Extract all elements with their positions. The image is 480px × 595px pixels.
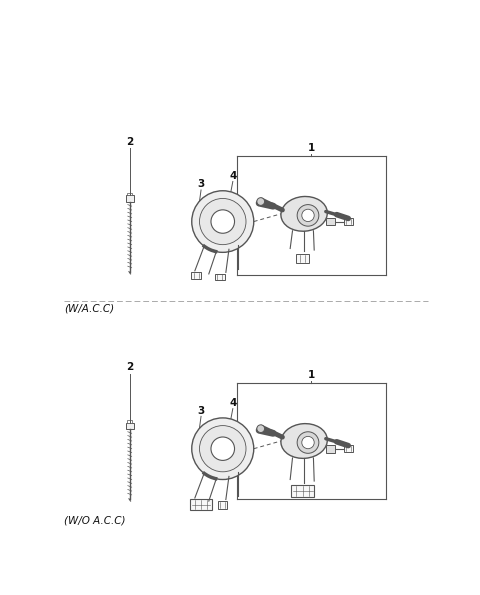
Text: (W/A.C.C): (W/A.C.C) (64, 303, 114, 313)
Text: 2: 2 (126, 137, 133, 147)
Ellipse shape (281, 196, 327, 231)
Bar (326, 445, 335, 453)
Bar (296, 254, 309, 263)
Bar (127, 420, 132, 422)
Bar (344, 218, 353, 225)
Circle shape (192, 191, 254, 252)
Text: (W/O A.C.C): (W/O A.C.C) (64, 516, 125, 526)
Circle shape (257, 425, 264, 433)
Circle shape (200, 199, 246, 245)
Circle shape (192, 418, 254, 480)
Bar (190, 499, 212, 510)
Bar (126, 422, 133, 428)
Bar (291, 485, 314, 497)
Text: 1: 1 (308, 143, 315, 153)
Circle shape (200, 425, 246, 472)
Text: 3: 3 (197, 179, 204, 189)
Circle shape (297, 205, 319, 226)
Bar (344, 445, 353, 452)
Circle shape (211, 437, 235, 461)
Circle shape (302, 436, 314, 449)
Bar (126, 195, 133, 202)
Text: 3: 3 (197, 406, 204, 415)
Text: 4: 4 (229, 398, 237, 408)
Text: 2: 2 (126, 362, 133, 372)
Circle shape (211, 210, 235, 233)
Circle shape (297, 432, 319, 453)
Bar (326, 218, 335, 226)
Bar (218, 501, 228, 509)
Bar (127, 193, 132, 195)
Ellipse shape (281, 424, 327, 458)
Text: 4: 4 (229, 171, 237, 181)
Bar (192, 272, 202, 279)
Circle shape (302, 209, 314, 221)
Circle shape (257, 198, 264, 205)
Bar (215, 274, 225, 280)
Text: 1: 1 (308, 370, 315, 380)
